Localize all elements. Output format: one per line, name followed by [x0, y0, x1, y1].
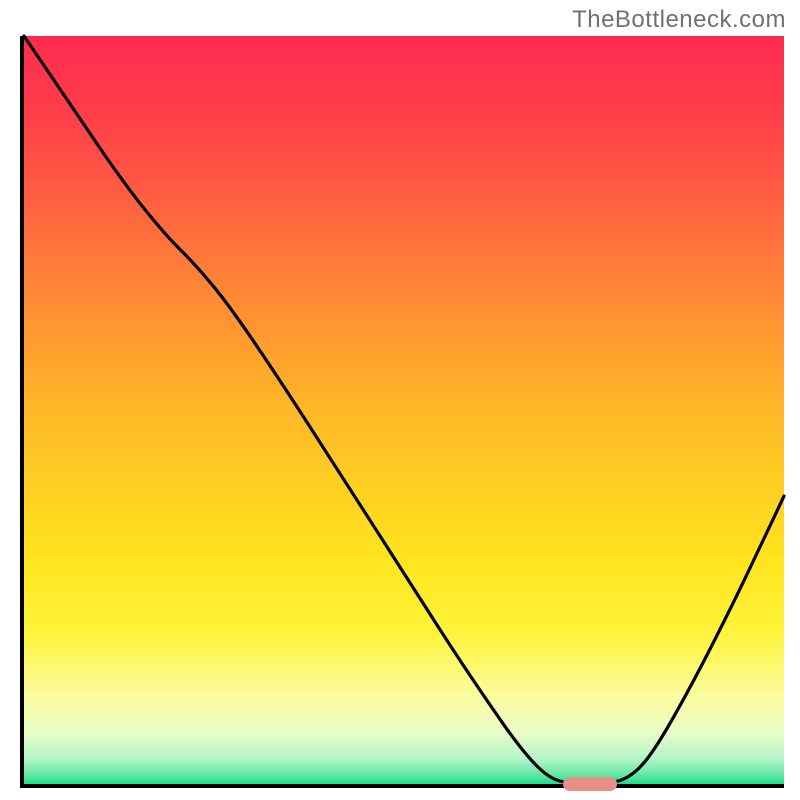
chart-area — [20, 36, 784, 788]
bottleneck-curve — [24, 36, 784, 784]
watermark-text: TheBottleneck.com — [572, 6, 786, 34]
optimum-marker — [563, 777, 617, 791]
